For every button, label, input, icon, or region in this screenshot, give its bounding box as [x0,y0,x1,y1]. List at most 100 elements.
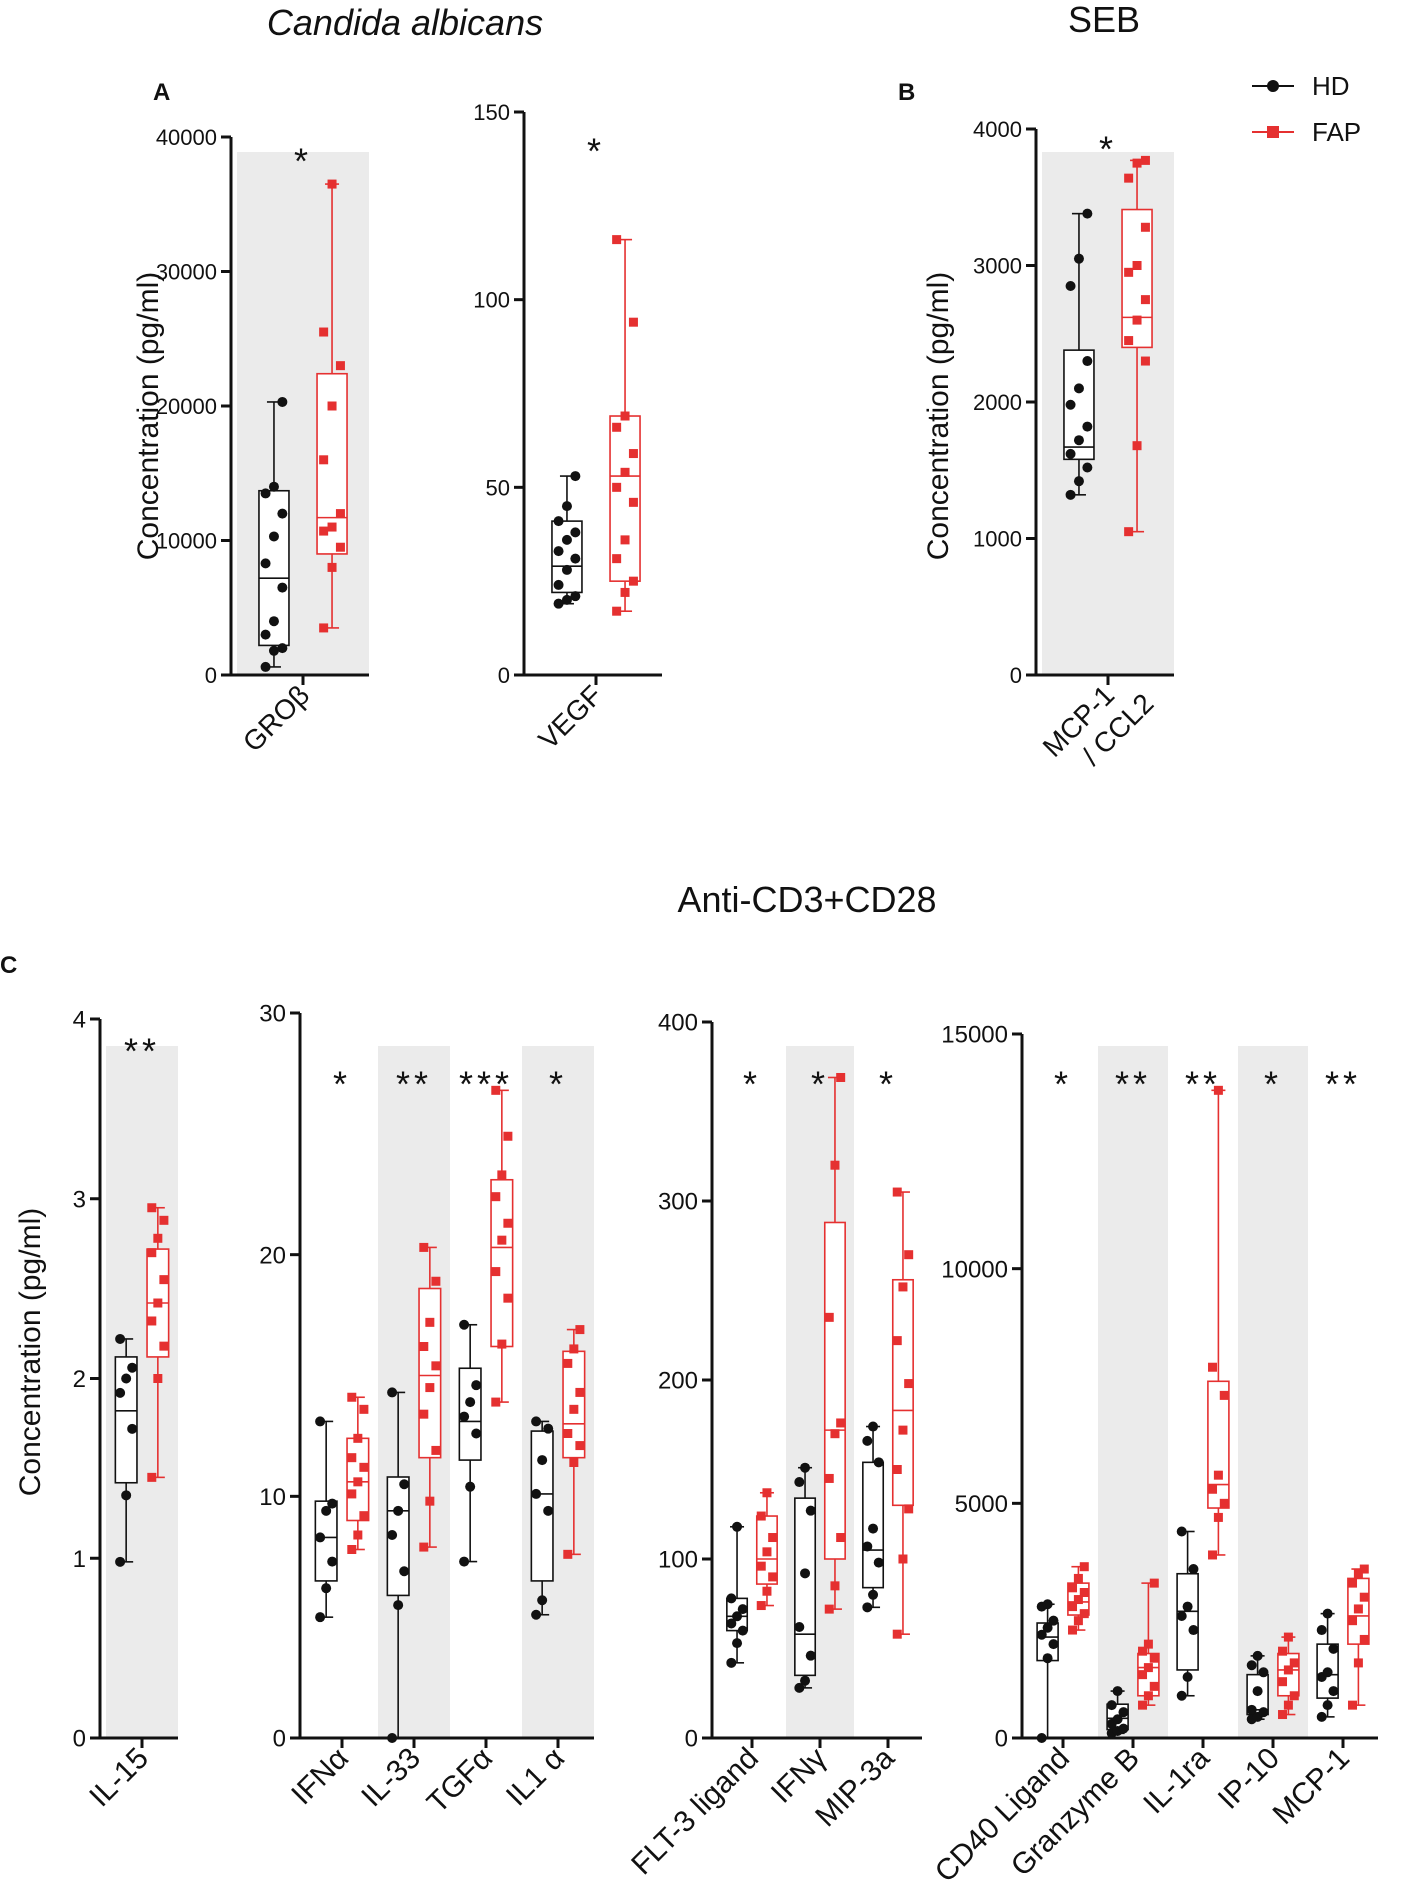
category-label-il-33: IL-33 [355,1742,427,1814]
data-point-fap [491,1085,501,1095]
data-point-fap [1079,1609,1089,1619]
data-point-fap [904,1379,914,1389]
data-point-fap [147,1472,157,1482]
data-point-hd [459,1411,470,1422]
data-point-hd [1258,1667,1269,1678]
data-point-fap [431,1276,441,1286]
significance-mip-3a: * [879,1064,897,1105]
data-point-hd [543,1423,554,1434]
box-hd-granzyme-b [1106,1686,1129,1739]
data-point-fap [612,554,622,564]
data-point-fap [1132,158,1142,168]
data-point-fap [491,1397,501,1407]
data-point-fap [1079,1562,1089,1572]
data-point-fap [824,1473,834,1483]
data-point-hd [1073,476,1084,487]
data-point-fap [147,1316,157,1326]
data-point-fap [335,361,345,371]
data-point-fap [319,526,329,536]
chart-a2: 0 50 100 150 VEGF * [473,100,662,755]
data-point-hd [1182,1671,1193,1682]
data-point-fap [1213,1512,1223,1522]
y-tick-label: 0 [498,663,510,688]
data-point-hd [268,531,279,542]
data-point-fap [1073,1595,1083,1605]
chart-c1: 0 1 2 3 4 IL-15 ** [73,1007,178,1813]
box-fap-mcp-1-ccl2 [1121,155,1153,537]
data-point-fap [419,1242,429,1252]
data-point-hd [1176,1690,1187,1701]
data-point-fap [497,1339,507,1349]
data-point-hd [805,1505,816,1516]
data-point-hd [570,591,581,602]
data-point-fap [1278,1710,1288,1720]
data-point-hd [862,1602,873,1613]
legend: HD FAP [1252,71,1361,147]
data-point-fap [1353,1569,1363,1579]
data-point-fap [756,1561,766,1571]
category-label-ifn: IFNα [285,1742,355,1812]
data-point-fap [159,1341,169,1351]
significance-ifn: * [333,1064,351,1105]
data-point-hd [553,516,564,527]
data-point-fap [830,1581,840,1591]
data-point-fap [898,1554,908,1564]
data-point-hd [260,558,271,569]
data-point-fap [1289,1658,1299,1668]
data-point-hd [459,1556,470,1567]
data-point-fap [419,1542,429,1552]
data-point-fap [830,1429,840,1439]
data-point-fap [1132,315,1142,325]
data-point-hd [1182,1601,1193,1612]
data-point-hd [531,1609,542,1620]
data-point-hd [1118,1723,1129,1734]
y-tick-label: 0 [273,1726,286,1753]
data-point-hd [1065,448,1076,459]
box-hd-vegf [551,471,583,609]
data-point-fap [1283,1700,1293,1710]
data-point-fap [1208,1362,1218,1372]
data-point-fap [419,1342,429,1351]
significance-gro: * [294,141,312,182]
significance-tgf: *** [459,1064,513,1105]
data-point-fap [1219,1390,1229,1400]
data-point-hd [732,1638,743,1649]
box-fap-mip-3a [891,1187,914,1639]
significance-ip-10: * [1264,1064,1282,1105]
ylabel-panel-b: Concentration (pg/ml) [922,272,955,560]
data-point-fap [1143,1691,1153,1701]
y-tick-label: 100 [473,288,510,313]
data-point-hd [1065,399,1076,410]
category-label-mcp-1-ccl2: MCP-1/ CCL2 [1037,664,1160,787]
data-point-hd [1042,1622,1053,1633]
data-point-hd [868,1589,879,1600]
data-point-hd [1073,383,1084,394]
box-fap-il-1ra [1207,1085,1230,1560]
data-point-hd [115,1333,126,1344]
data-point-hd [1118,1707,1129,1718]
data-point-fap [1068,1583,1078,1593]
y-tick-label: 2000 [973,390,1022,415]
data-point-fap [147,1203,157,1213]
data-point-hd [732,1521,743,1532]
iqr-box [794,1497,817,1677]
data-point-fap [612,422,622,432]
data-point-fap [419,1409,429,1419]
data-point-hd [1042,1599,1053,1610]
data-point-fap [1149,1578,1159,1588]
significance-mcp-1-ccl2: * [1099,129,1117,170]
data-point-fap [1124,173,1134,183]
data-point-fap [892,1629,902,1639]
iqr-box [530,1430,554,1582]
box-hd-mip-3a [862,1421,885,1613]
data-point-fap [628,497,638,507]
data-point-fap [628,576,638,586]
y-tick-label: 0 [995,1726,1008,1753]
data-point-fap [319,327,329,337]
data-point-fap [569,1344,579,1354]
data-point-hd [465,1481,476,1492]
category-label-tgf: TGFα [421,1742,499,1820]
data-point-hd [115,1387,126,1398]
data-point-fap [1132,441,1142,451]
data-point-hd [115,1556,126,1567]
